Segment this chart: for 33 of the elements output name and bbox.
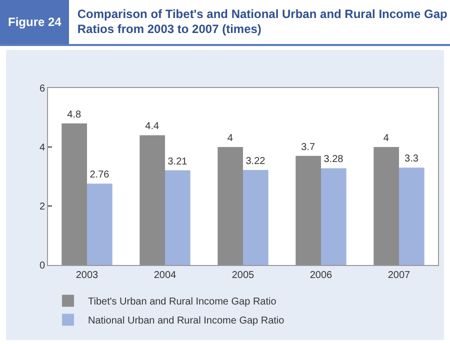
chart-title: Comparison of Tibet's and National Urban and Rural Income Gap Ratios from 2003 to 2007 (times) — [76, 7, 448, 37]
data-label: 3.7 — [301, 142, 316, 153]
data-label: 4 — [227, 133, 234, 144]
bar — [62, 123, 87, 265]
data-label: 4 — [383, 133, 390, 144]
y-tick-label: 2 — [39, 202, 46, 212]
bar — [218, 147, 243, 265]
data-label: 3.22 — [246, 156, 266, 168]
x-tick-label: 2003 — [76, 270, 99, 281]
data-label: 3.3 — [404, 154, 419, 165]
bar — [296, 156, 321, 265]
x-tick-label: 2005 — [232, 270, 255, 281]
data-label: 3.28 — [324, 154, 344, 166]
bar — [374, 147, 399, 265]
y-tick-label: 4 — [39, 142, 46, 154]
bar — [399, 168, 424, 265]
data-label: 4.4 — [145, 121, 160, 132]
legend-label: Tibet's Urban and Rural Income Gap Ratio — [88, 296, 277, 308]
x-tick-label: 2004 — [154, 270, 177, 281]
data-label: 2.76 — [90, 170, 110, 181]
bar — [87, 184, 112, 265]
y-tick-label: 6 — [39, 84, 46, 94]
data-label: 4.8 — [67, 109, 82, 120]
bar — [140, 135, 165, 265]
data-label: 3.21 — [168, 156, 188, 168]
bar — [165, 170, 190, 265]
y-tick-label: 0 — [39, 260, 46, 272]
bar — [321, 168, 346, 265]
legend-label: National Urban and Rural Income Gap Ratio — [88, 316, 285, 327]
bar — [243, 170, 268, 265]
x-tick-label: 2007 — [388, 270, 411, 281]
caption: Figure 24 — [0, 0, 70, 44]
x-tick-label: 2006 — [310, 270, 333, 281]
